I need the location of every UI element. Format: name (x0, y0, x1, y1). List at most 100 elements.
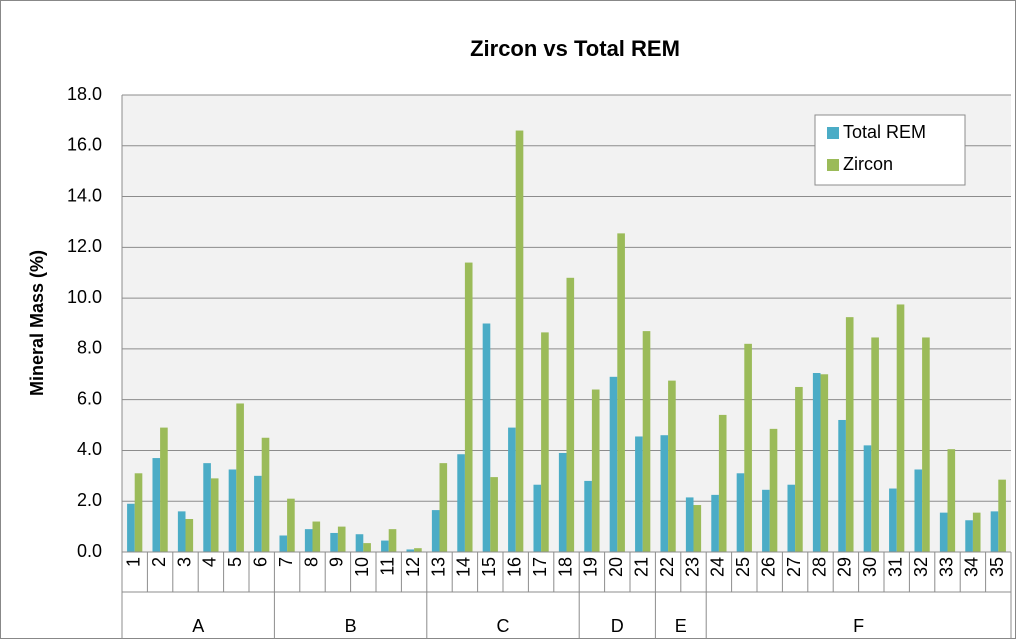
y-tick-label: 0.0 (77, 541, 102, 561)
bar (947, 449, 956, 552)
bar (871, 337, 879, 552)
x-tick-label: 23 (682, 557, 702, 577)
x-tick-label: 24 (708, 557, 728, 577)
x-tick-label: 20 (606, 557, 626, 577)
bar (914, 469, 923, 552)
bar (355, 534, 364, 552)
bar (812, 373, 821, 552)
bar (660, 435, 669, 552)
bar (668, 380, 676, 552)
legend-swatch (827, 159, 839, 171)
bar (490, 477, 498, 552)
x-tick-label: 4 (200, 557, 220, 567)
bar (838, 419, 846, 552)
bar (820, 374, 829, 552)
x-tick-label: 15 (479, 557, 499, 577)
x-tick-label: 2 (149, 557, 169, 567)
bar (508, 427, 516, 552)
group-label: F (853, 616, 864, 636)
y-tick-label: 16.0 (67, 135, 102, 155)
bar (965, 520, 973, 552)
bar (541, 332, 549, 552)
bar (787, 484, 796, 552)
bar (889, 488, 897, 552)
x-tick-label: 29 (835, 557, 855, 577)
y-axis-label: Mineral Mass (%) (27, 250, 47, 396)
bar (566, 277, 575, 552)
bar (744, 343, 752, 552)
x-tick-label: 32 (911, 557, 931, 577)
bar (972, 512, 981, 552)
group-label: B (345, 616, 357, 636)
x-tick-label: 10 (352, 557, 372, 577)
bar (414, 548, 422, 552)
bar (439, 463, 448, 552)
y-tick-label: 6.0 (77, 388, 102, 408)
x-tick-label: 35 (987, 557, 1007, 577)
y-tick-label: 8.0 (77, 338, 102, 358)
group-label: E (675, 616, 687, 636)
bar (134, 473, 143, 552)
bar (431, 510, 440, 552)
bar (609, 376, 618, 552)
y-tick-label: 14.0 (67, 185, 102, 205)
x-tick-label: 9 (327, 557, 347, 567)
bar (304, 529, 313, 552)
bar (533, 484, 542, 552)
bar (185, 518, 194, 552)
legend-box (814, 114, 966, 186)
x-tick-label: 8 (301, 557, 321, 567)
chart-title: Zircon vs Total REM (470, 36, 680, 61)
legend-label: Zircon (843, 154, 893, 174)
bar (261, 437, 270, 552)
group-label: D (611, 616, 624, 636)
y-tick-label: 18.0 (67, 84, 102, 104)
x-tick-label: 26 (758, 557, 778, 577)
x-tick-label: 1 (123, 557, 143, 567)
y-tick-label: 4.0 (77, 439, 102, 459)
bar (584, 480, 592, 552)
bar (210, 478, 219, 552)
y-tick-label: 12.0 (67, 236, 102, 256)
legend-swatch (827, 127, 839, 139)
bar (363, 543, 371, 552)
bar (736, 473, 745, 552)
x-tick-label: 7 (276, 557, 296, 567)
group-label: C (497, 616, 510, 636)
bar (381, 540, 389, 552)
x-tick-label: 22 (657, 557, 677, 577)
bar (464, 262, 473, 552)
y-tick-label: 2.0 (77, 490, 102, 510)
bar (990, 511, 999, 552)
bar (177, 511, 186, 552)
x-tick-label: 3 (174, 557, 194, 567)
x-tick-label: 21 (631, 557, 651, 577)
bar (693, 505, 702, 552)
bar (591, 389, 600, 552)
bar (236, 403, 244, 552)
group-label: A (192, 616, 204, 636)
bar (312, 521, 321, 552)
bar (279, 535, 288, 552)
bar (769, 428, 778, 552)
bar (718, 414, 727, 552)
bar (337, 526, 346, 552)
bar (406, 549, 415, 552)
x-tick-label: 5 (225, 557, 245, 567)
bar (998, 479, 1006, 552)
bar (515, 130, 524, 553)
bar (127, 503, 135, 552)
bar (642, 331, 651, 552)
bar (228, 469, 237, 552)
bar (939, 512, 948, 552)
x-tick-label: 25 (733, 557, 753, 577)
bar (457, 454, 465, 552)
bar (795, 386, 803, 552)
bar (160, 427, 168, 552)
bar (896, 304, 905, 552)
bar (922, 337, 930, 552)
bar (845, 317, 854, 552)
x-tick-label: 33 (936, 557, 956, 577)
x-tick-label: 34 (962, 557, 982, 577)
